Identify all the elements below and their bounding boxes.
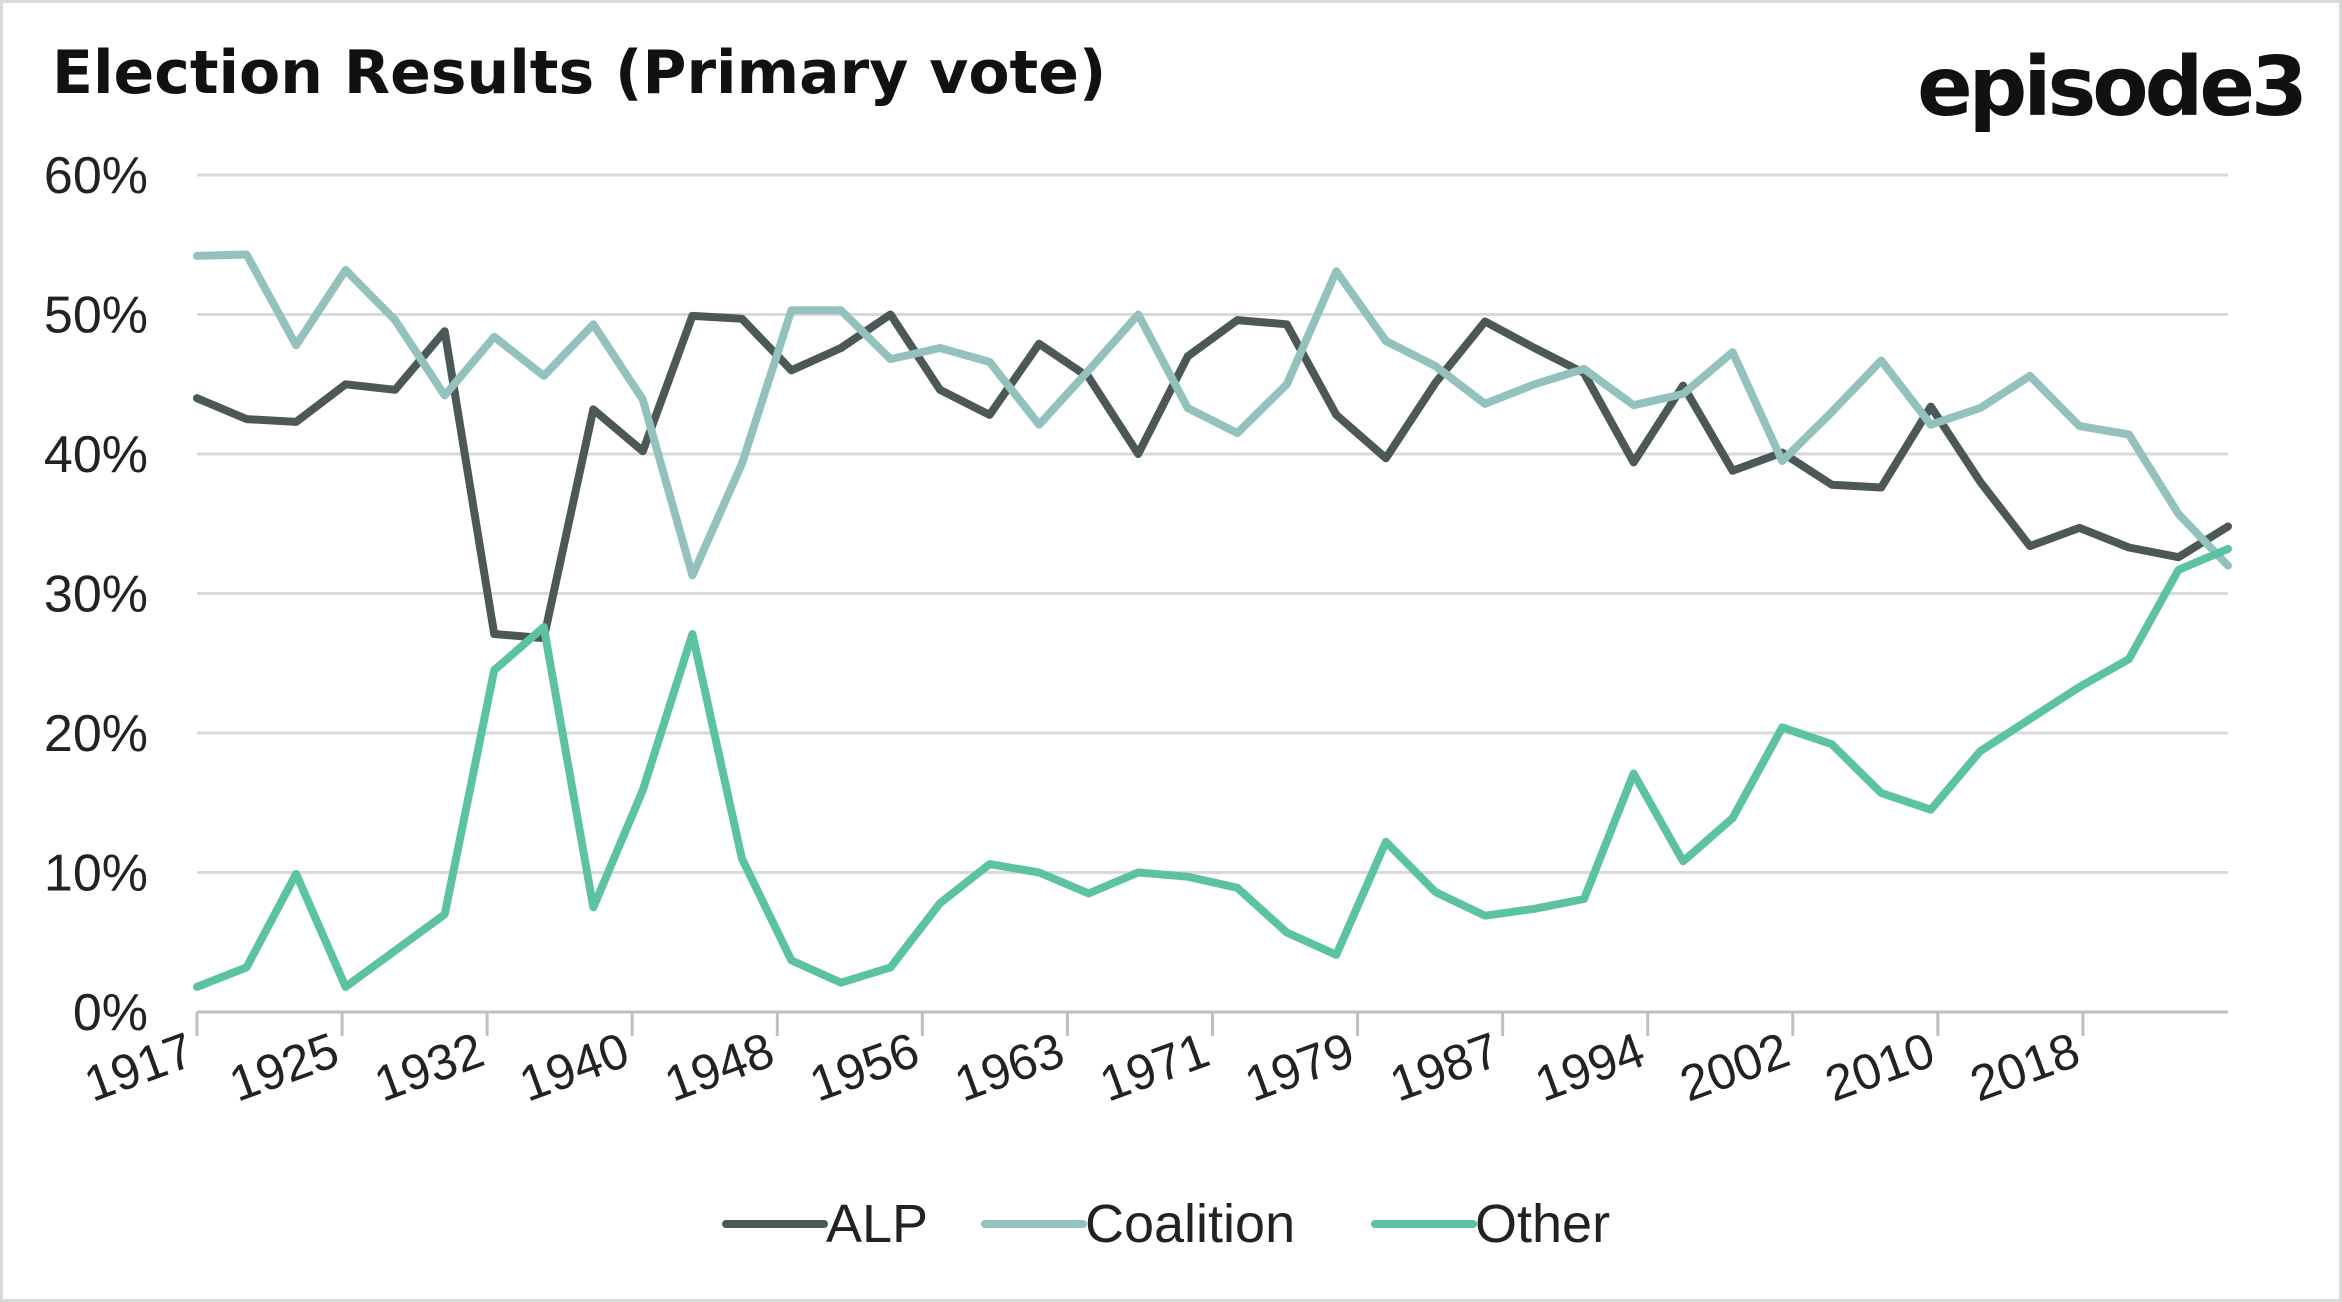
chart-title: Election Results (Primary vote) <box>52 38 1107 108</box>
y-tick-label: 60% <box>44 147 148 205</box>
y-axis-ticks: 0% 10% 20% 30% 40% 50% 60% <box>44 147 148 1042</box>
y-tick-label: 50% <box>44 287 148 345</box>
legend-label-coalition: Coalition <box>1085 1194 1295 1254</box>
y-tick-label: 30% <box>44 566 148 624</box>
series-line-alp <box>193 310 2232 643</box>
x-tick-label: 1956 <box>802 1022 926 1113</box>
x-tick-label: 1994 <box>1528 1022 1652 1113</box>
legend-label-alp: ALP <box>826 1194 928 1254</box>
legend-label-other: Other <box>1475 1194 1610 1254</box>
x-tick-label: 1979 <box>1238 1022 1362 1113</box>
x-tick-label: 1925 <box>222 1022 346 1113</box>
x-tick-label: 1971 <box>1093 1022 1217 1113</box>
x-tick-label: 1987 <box>1383 1022 1507 1113</box>
x-tick-label: 1940 <box>512 1022 636 1113</box>
series-line-other <box>193 544 2232 991</box>
y-tick-label: 40% <box>44 426 148 484</box>
x-axis-ticks: 1917 1925 1932 1940 1948 1956 1963 1971 1979 1987… <box>77 1012 2087 1112</box>
legend: ALP Coalition Other <box>722 1194 1610 1254</box>
y-tick-label: 10% <box>44 845 148 903</box>
gridlines <box>197 173 2228 1014</box>
x-tick-label: 2002 <box>1673 1022 1797 1113</box>
series-line-coalition <box>193 250 2232 580</box>
x-tick-label: 2010 <box>1818 1022 1942 1113</box>
brand-logo: episode3 <box>1917 40 2308 135</box>
x-tick-label: 1963 <box>948 1022 1072 1113</box>
y-tick-label: 0% <box>73 984 148 1042</box>
x-tick-label: 1948 <box>657 1022 781 1113</box>
x-tick-label: 2018 <box>1963 1022 2087 1113</box>
series-lines <box>193 250 2232 991</box>
y-tick-label: 20% <box>44 705 148 763</box>
x-tick-label: 1932 <box>367 1022 491 1113</box>
